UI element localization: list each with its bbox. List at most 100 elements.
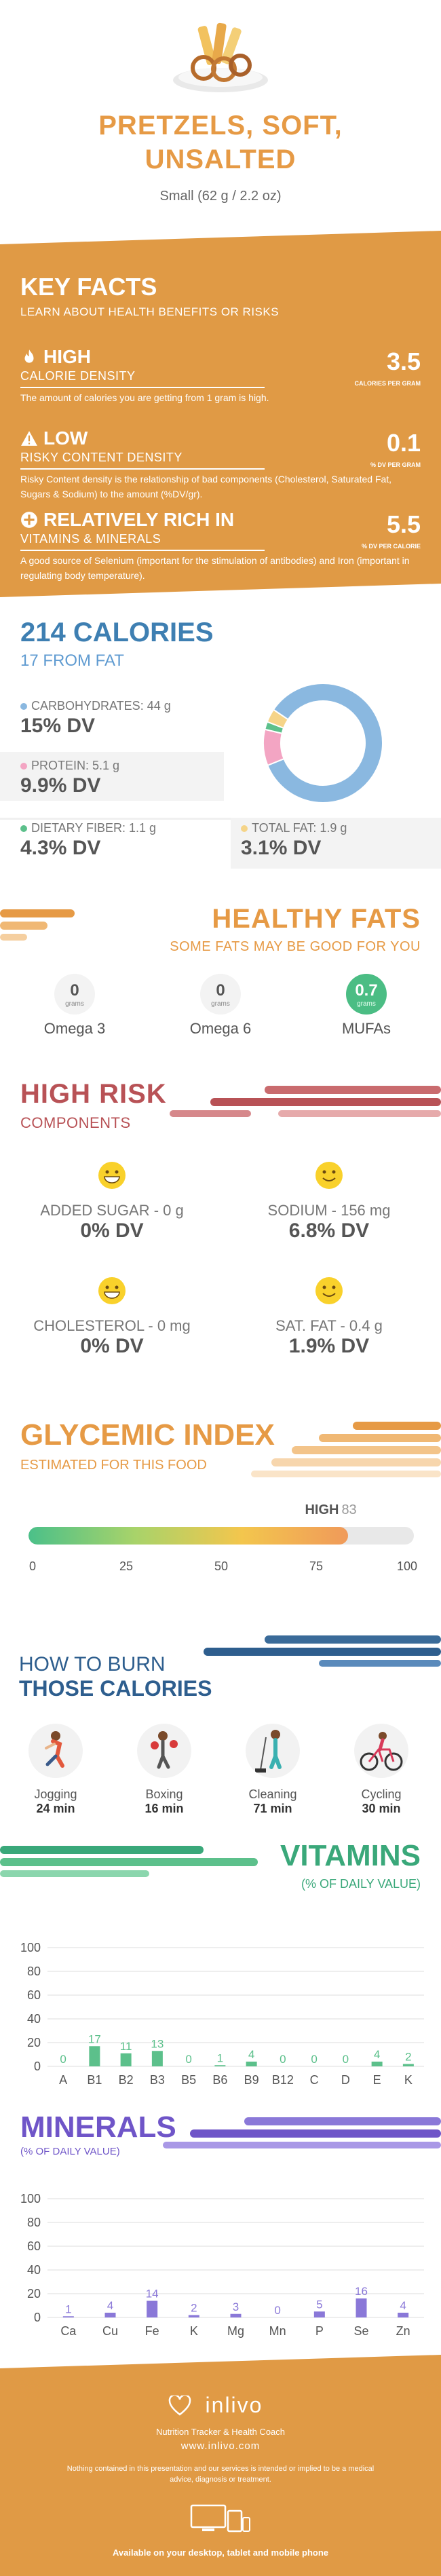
activity-name: Boxing <box>145 1787 183 1801</box>
x-tick-label: Ca <box>60 2324 77 2338</box>
bar-B9 <box>246 2062 257 2066</box>
hero-section: PRETZELS, SOFT, UNSALTED Small (62 g / 2.… <box>0 0 441 231</box>
fat-mufas: 0.7 grams MUFAs <box>319 974 414 1038</box>
vitamins-subtitle: (% OF DAILY VALUE) <box>301 1877 421 1891</box>
fat-name: MUFAs <box>341 1020 391 1037</box>
divider <box>20 387 265 388</box>
risk-sat-fat: SAT. FAT - 0.4 g 1.9% DV <box>227 1276 431 1358</box>
jogging-icon <box>28 1724 83 1778</box>
fact-vitamins-minerals: RELATIVELY RICH IN VITAMINS & MINERALS A… <box>20 509 421 583</box>
x-tick-label: Zn <box>396 2324 410 2338</box>
brand-name: inlivo <box>205 2393 263 2417</box>
decorative-stripes <box>204 1635 441 1667</box>
stat-value: 3.1% DV <box>241 837 322 859</box>
fact-badge: RELATIVELY RICH IN <box>43 509 235 530</box>
footer: inlivo Nutrition Tracker & Health Coach … <box>0 2355 441 2576</box>
bar-Zn <box>398 2313 409 2317</box>
bar-Se <box>356 2298 367 2317</box>
bar-Ca <box>62 2316 74 2317</box>
serving-size: Small (62 g / 2.2 oz) <box>159 189 282 204</box>
risk-sodium: SODIUM - 156 mg 6.8% DV <box>227 1160 431 1243</box>
fact-sub: RISKY CONTENT DENSITY <box>20 451 183 464</box>
brand-url[interactable]: www.inlivo.com <box>180 2440 261 2452</box>
decorative-stripes <box>0 909 75 941</box>
fire-icon <box>24 349 34 363</box>
fact-value: 3.5 <box>386 347 421 375</box>
glycemic-level: HIGH <box>305 1502 339 1517</box>
decorative-stripes <box>170 1086 441 1117</box>
calories-section: 214 CALORIES 17 FROM FAT CARBOHYDRATES: … <box>0 597 441 896</box>
healthy-fats-title: HEALTHY FATS <box>212 904 421 934</box>
bar-value-label: 14 <box>146 2288 159 2300</box>
activity-cycling: Cycling 30 min <box>334 1724 429 1816</box>
minerals-bar-chart: 0 20 40 60 80 100 1 Ca 4 Cu 14 Fe 2 K 3 Mg 0 Mn 5 P 16 Se 4 Zn <box>20 2192 424 2338</box>
plus-icon <box>21 512 37 528</box>
x-tick-label: Cu <box>102 2324 118 2338</box>
y-tick-label: 0 <box>34 2311 41 2324</box>
bar-value-label: 4 <box>374 2048 380 2061</box>
y-tick-label: 80 <box>27 2216 41 2229</box>
macronutrient-donut-chart <box>263 683 383 803</box>
fact-sub: VITAMINS & MINERALS <box>20 532 161 546</box>
decorative-stripes <box>163 2117 441 2148</box>
cleaning-icon <box>246 1724 300 1778</box>
bar-value-label: 0 <box>185 2053 191 2066</box>
x-tick-label: D <box>341 2073 350 2087</box>
bar-E <box>371 2062 383 2066</box>
stat-fiber: DIETARY FIBER: 1.1 g 4.3% DV <box>20 821 156 860</box>
vitamins-section: VITAMINS (% OF DAILY VALUE) 0 20 40 60 80 100… <box>0 1839 441 2110</box>
bar-value-label: 1 <box>65 2303 71 2315</box>
risk-value: 0% DV <box>80 1335 144 1357</box>
high-risk-subtitle: COMPONENTS <box>20 1114 131 1131</box>
fat-circle: 0 grams <box>54 974 95 1015</box>
y-tick-label: 100 <box>20 1941 41 1954</box>
burn-title: HOW TO BURN <box>19 1653 166 1675</box>
glycemic-value: 83 <box>341 1502 357 1517</box>
activity-minutes: 16 min <box>145 1802 184 1815</box>
key-facts-subtitle: LEARN ABOUT HEALTH BENEFITS OR RISKS <box>20 305 280 318</box>
key-facts-section: KEY FACTS LEARN ABOUT HEALTH BENEFITS OR… <box>0 231 441 597</box>
stat-label: CARBOHYDRATES: 44 g <box>31 699 171 713</box>
bar-value-label: 11 <box>120 2040 132 2053</box>
bar-value-label: 2 <box>191 2302 197 2315</box>
x-tick-label: Se <box>353 2324 368 2338</box>
high-risk-title: HIGH RISK <box>20 1079 167 1109</box>
burn-subtitle: THOSE CALORIES <box>19 1676 212 1701</box>
bar-K <box>402 2064 414 2066</box>
healthy-fats-section: HEALTHY FATS SOME FATS MAY BE GOOD FOR Y… <box>0 896 441 1072</box>
smile-face-icon <box>315 1277 343 1304</box>
stat-label: DIETARY FIBER: 1.1 g <box>31 821 157 835</box>
glycemic-tick: 100 <box>396 1559 418 1573</box>
heart-logo-icon <box>168 2395 191 2416</box>
x-tick-label: B5 <box>181 2073 196 2087</box>
activity-jogging: Jogging 24 min <box>8 1724 103 1816</box>
minerals-section: MINERALS (% OF DAILY VALUE) 0 20 40 60 80 100… <box>0 2110 441 2355</box>
bar-value-label: 17 <box>88 2032 101 2045</box>
x-tick-label: E <box>373 2073 381 2087</box>
y-tick-label: 40 <box>27 2263 41 2277</box>
bar-value-label: 1 <box>217 2051 223 2064</box>
y-tick-label: 100 <box>20 2192 41 2205</box>
activity-minutes: 24 min <box>36 1802 75 1815</box>
fat-name: Omega 3 <box>43 1020 106 1037</box>
fact-unit: % DV PER GRAM <box>370 461 421 468</box>
glycemic-title: GLYCEMIC INDEX <box>20 1418 275 1452</box>
y-tick-label: 60 <box>27 2239 41 2253</box>
x-tick-label: B2 <box>119 2073 134 2087</box>
cycling-icon <box>354 1724 408 1778</box>
fat-omega6: 0 grams Omega 6 <box>173 974 268 1038</box>
risk-cholesterol: CHOLESTEROL - 0 mg 0% DV <box>10 1276 214 1358</box>
fact-description: Risky Content density is the relationshi… <box>20 474 392 499</box>
bar-value-label: 0 <box>311 2053 317 2066</box>
x-tick-label: K <box>404 2073 413 2087</box>
stat-protein: PROTEIN: 5.1 g 9.9% DV <box>20 759 119 797</box>
stat-value: 4.3% DV <box>20 837 101 859</box>
calories-from-fat: 17 FROM FAT <box>20 651 124 670</box>
x-tick-label: P <box>315 2324 324 2338</box>
x-tick-label: B6 <box>212 2073 227 2087</box>
fat-dot-icon <box>241 825 248 832</box>
page-title: PRETZELS, SOFT, UNSALTED <box>98 111 343 174</box>
glycemic-tick: 75 <box>309 1559 324 1573</box>
x-tick-label: B12 <box>272 2073 294 2087</box>
healthy-fats-subtitle: SOME FATS MAY BE GOOD FOR YOU <box>170 939 421 954</box>
